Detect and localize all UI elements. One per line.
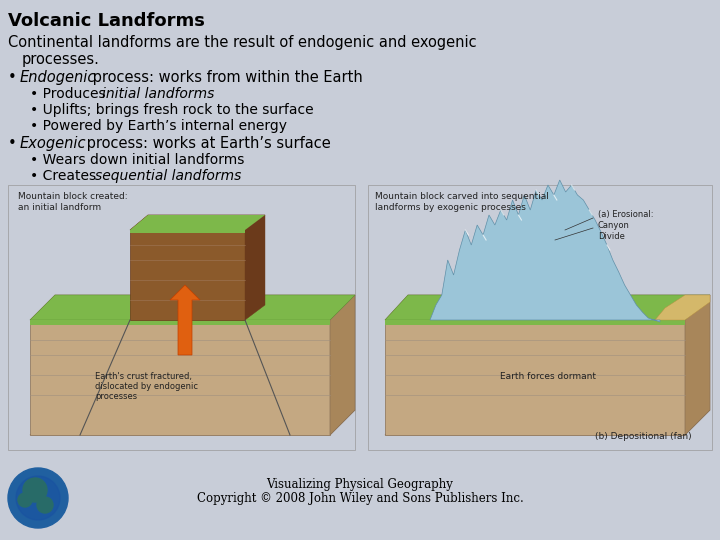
Text: Copyright © 2008 John Wiley and Sons Publishers Inc.: Copyright © 2008 John Wiley and Sons Pub…	[197, 492, 523, 505]
Polygon shape	[30, 320, 330, 435]
Polygon shape	[30, 295, 355, 320]
Polygon shape	[130, 215, 265, 230]
Text: dislocated by endogenic: dislocated by endogenic	[95, 382, 198, 391]
Polygon shape	[655, 295, 710, 320]
Polygon shape	[430, 180, 660, 322]
Polygon shape	[385, 320, 685, 435]
Polygon shape	[385, 295, 710, 320]
Text: Earth's crust fractured,: Earth's crust fractured,	[95, 372, 192, 381]
Text: initial landforms: initial landforms	[102, 87, 215, 101]
Polygon shape	[30, 295, 355, 320]
Text: Divide: Divide	[598, 232, 625, 241]
Text: process: works at Earth’s surface: process: works at Earth’s surface	[82, 136, 330, 151]
Polygon shape	[170, 285, 200, 355]
FancyBboxPatch shape	[368, 185, 712, 450]
Text: (b) Depositional (fan): (b) Depositional (fan)	[595, 432, 692, 441]
Circle shape	[18, 493, 32, 507]
Polygon shape	[685, 295, 710, 435]
Circle shape	[8, 468, 68, 528]
Text: • Produces: • Produces	[30, 87, 110, 101]
Text: • Wears down initial landforms: • Wears down initial landforms	[30, 153, 244, 167]
Text: Mountain block created:: Mountain block created:	[18, 192, 127, 201]
Text: process: works from within the Earth: process: works from within the Earth	[88, 70, 363, 85]
Circle shape	[37, 497, 53, 513]
Text: Earth forces dormant: Earth forces dormant	[500, 372, 596, 381]
Text: landforms by exogenic processes: landforms by exogenic processes	[375, 203, 526, 212]
Circle shape	[23, 478, 47, 502]
Text: Continental landforms are the result of endogenic and exogenic: Continental landforms are the result of …	[8, 35, 477, 50]
Polygon shape	[245, 215, 265, 320]
Text: Endogenic: Endogenic	[20, 70, 96, 85]
Polygon shape	[30, 410, 355, 435]
Text: Canyon: Canyon	[598, 221, 630, 230]
Text: an initial landform: an initial landform	[18, 203, 101, 212]
Text: •: •	[8, 136, 22, 151]
Text: •: •	[8, 70, 22, 85]
Text: Mountain block carved into sequential: Mountain block carved into sequential	[375, 192, 549, 201]
Polygon shape	[130, 230, 245, 233]
Text: • Powered by Earth’s internal energy: • Powered by Earth’s internal energy	[30, 119, 287, 133]
Polygon shape	[130, 230, 245, 320]
Polygon shape	[385, 295, 710, 320]
Text: (a) Erosional:: (a) Erosional:	[598, 210, 654, 219]
Polygon shape	[330, 295, 355, 435]
Text: processes: processes	[95, 392, 137, 401]
Text: • Creates: • Creates	[30, 169, 101, 183]
FancyBboxPatch shape	[8, 185, 355, 450]
Text: Volcanic Landforms: Volcanic Landforms	[8, 12, 205, 30]
Text: Visualizing Physical Geography: Visualizing Physical Geography	[266, 478, 454, 491]
Circle shape	[16, 476, 60, 520]
Text: processes.: processes.	[22, 52, 100, 67]
Polygon shape	[30, 320, 330, 325]
Polygon shape	[385, 320, 685, 325]
Polygon shape	[385, 410, 710, 435]
Text: sequential landforms: sequential landforms	[95, 169, 241, 183]
Text: Exogenic: Exogenic	[20, 136, 86, 151]
Polygon shape	[130, 215, 265, 230]
Text: • Uplifts; brings fresh rock to the surface: • Uplifts; brings fresh rock to the surf…	[30, 103, 314, 117]
